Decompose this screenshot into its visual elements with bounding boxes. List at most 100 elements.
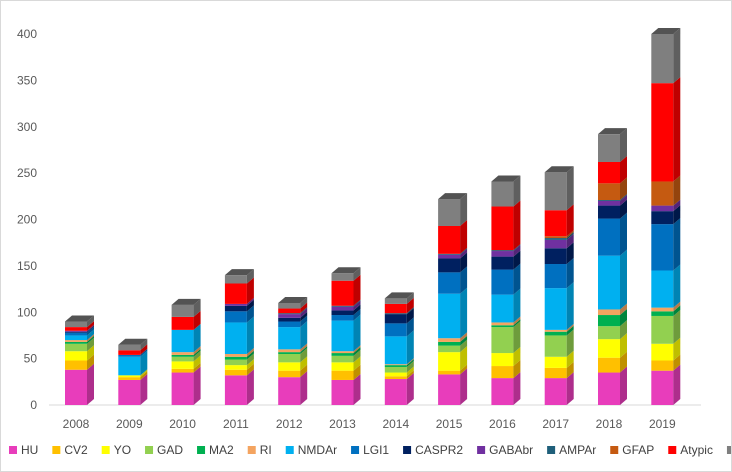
bar-segment-yo [224, 359, 254, 370]
bar-front [651, 360, 674, 371]
bar-side [353, 309, 361, 321]
bar-segment-lgi1 [65, 326, 94, 336]
bar-front [544, 172, 567, 211]
bar-side [513, 175, 521, 207]
legend-item-ri: RI [247, 443, 272, 457]
bar-side [673, 305, 681, 316]
bar-front [438, 258, 461, 273]
bar-side [673, 205, 681, 225]
y-tick-label: 100 [17, 305, 37, 319]
bar-segment-yo [278, 356, 308, 371]
bar-side [406, 358, 414, 366]
bar-segment-gad [438, 339, 468, 353]
bar-side [620, 351, 627, 373]
bar-side [460, 339, 468, 353]
bar-stack-2008 [65, 315, 94, 405]
bar-side [140, 338, 148, 351]
bar-segment-lgi1 [598, 212, 627, 256]
bar-side [300, 321, 308, 350]
x-tick-label: 2019 [649, 417, 676, 431]
legend-swatch [145, 446, 154, 454]
bar-segment-caspr2 [224, 299, 254, 312]
bar-front [438, 225, 461, 254]
bar-stack-2009 [118, 338, 148, 405]
bar-front [278, 362, 301, 371]
bar-side [513, 360, 521, 379]
bar-segment-yo [65, 345, 94, 361]
bar-segment-hu [65, 363, 94, 405]
bar-segment-gad [491, 321, 521, 354]
bar-segment-yo [384, 366, 414, 377]
bar-segment-gababr [544, 233, 574, 249]
bar-front [438, 374, 461, 405]
bar-front [331, 355, 354, 363]
bar-side [353, 299, 361, 307]
bar-segment-atypic [118, 344, 148, 355]
legend-label: CASPR2 [415, 443, 463, 457]
bar-segment-atypic [544, 204, 574, 237]
bar-stack-2012 [278, 296, 308, 405]
bar-segment-gad [65, 337, 94, 352]
bar-front [331, 370, 354, 380]
x-tick-label: 2018 [596, 417, 623, 431]
legend-label: GABAbr [489, 443, 533, 457]
bar-segment-atypic [491, 200, 521, 251]
bar-side [193, 350, 201, 362]
bar-segment-other-ab [384, 292, 414, 304]
bar-segment-gad [278, 347, 308, 363]
bar-segment-other-ab [491, 175, 521, 207]
bar-front [278, 302, 301, 309]
bar-segment-ma2 [171, 348, 201, 357]
bar-side [246, 353, 254, 366]
bar-segment-cv2 [171, 362, 201, 373]
bar-side [566, 233, 574, 249]
bar-segment-lgi1 [278, 315, 308, 328]
bar-front [65, 351, 87, 361]
bar-side [246, 277, 254, 304]
bar-front [544, 367, 567, 379]
bar-side [513, 316, 521, 326]
bar-front [544, 239, 567, 249]
bar-front [331, 315, 354, 321]
bar-segment-gad [171, 350, 201, 362]
bar-segment-ri [278, 343, 308, 353]
bar-front [171, 316, 194, 330]
legend-label: AMPAr [559, 443, 596, 457]
bar-side [513, 288, 521, 323]
bar-side [566, 232, 574, 240]
bar-front [598, 161, 620, 184]
bar-front [438, 272, 461, 294]
bar-stack-2018 [598, 128, 627, 405]
bar-segment-lgi1 [118, 348, 148, 357]
bar-segment-ri [224, 347, 254, 357]
bar-segment-cv2 [224, 363, 254, 376]
legend-item-nmdar: NMDAr [285, 443, 337, 457]
bar-segment-nmdar [491, 288, 521, 323]
bar-segment-cv2 [278, 364, 308, 378]
y-tick-label: 300 [17, 120, 37, 134]
bar-front [278, 349, 301, 353]
bar-front [651, 181, 674, 206]
bar-front [544, 378, 567, 405]
bar-front [491, 206, 514, 251]
bar-segment-yo [598, 333, 627, 358]
bar-segment-lgi1 [651, 218, 681, 271]
bar-side [246, 299, 254, 312]
bar-side [193, 362, 201, 373]
bar-side [673, 218, 681, 271]
bar-side [87, 321, 94, 331]
bar-front [438, 352, 461, 371]
bar-side [513, 372, 521, 405]
bar-side [87, 335, 94, 344]
bar-front [331, 306, 354, 311]
legend: HU CV2 YO GAD MA2 RI NMDAr LGI1 CASPR2 GABAbr AMPA… [9, 443, 731, 457]
bar-segment-lgi1 [224, 305, 254, 323]
bar-front [384, 376, 407, 380]
bar-front [491, 366, 514, 379]
bar-front [278, 327, 301, 350]
bar-front [438, 341, 461, 346]
bar-segment-other-ab [438, 193, 468, 226]
bar-segment-hu [651, 364, 681, 405]
legend-swatch [101, 446, 110, 454]
